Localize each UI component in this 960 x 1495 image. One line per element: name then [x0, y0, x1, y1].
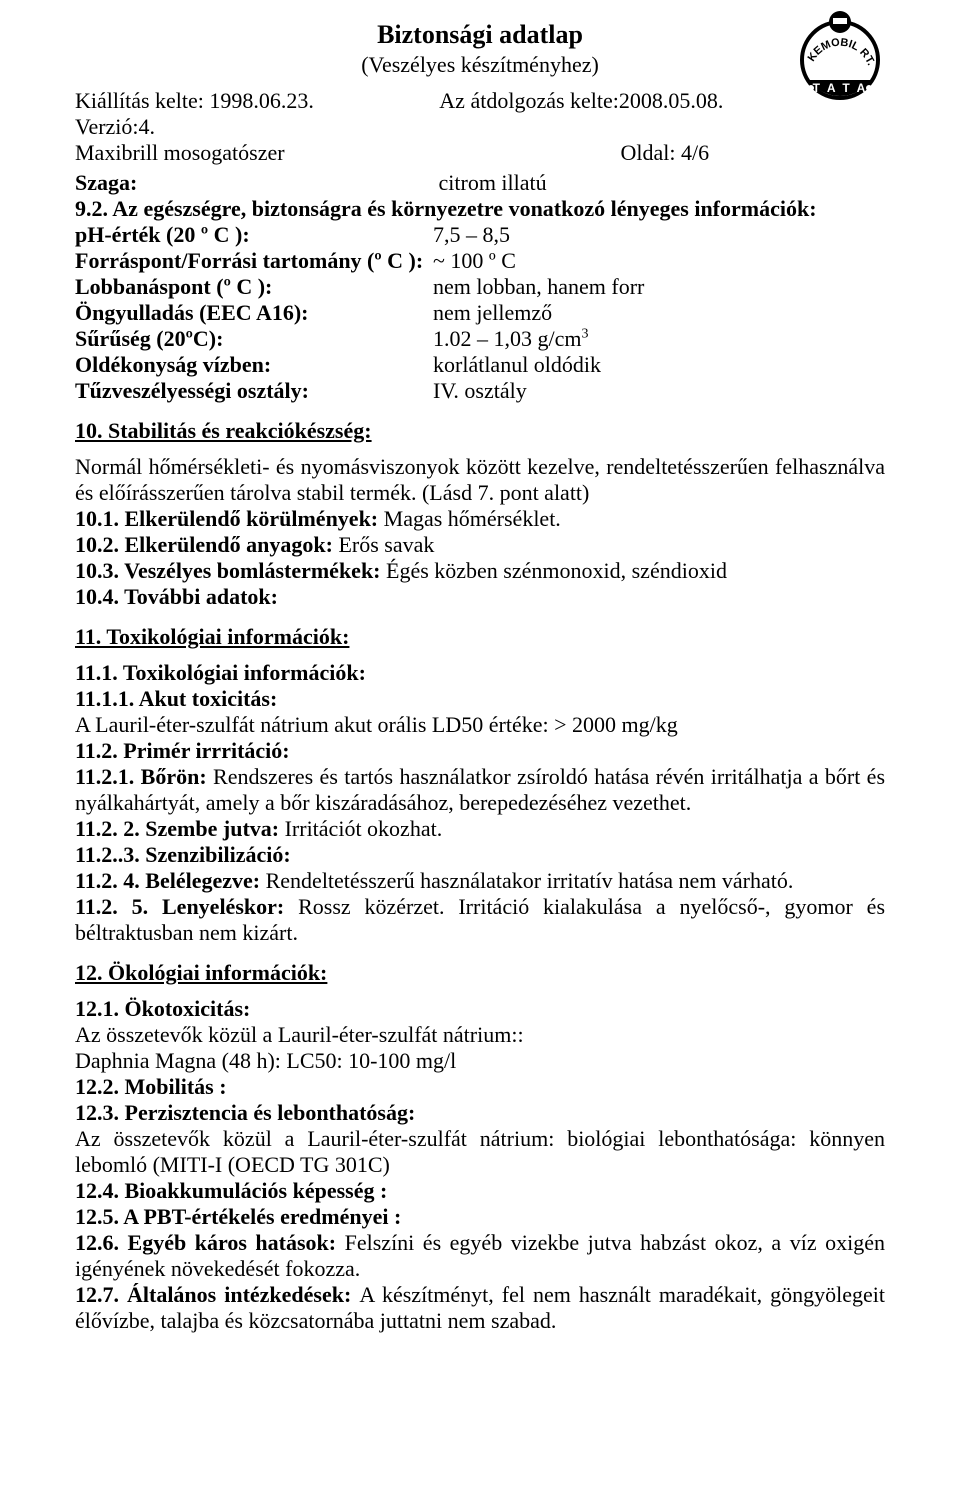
s12-8: 12.5. A PBT-értékelés eredményei :	[75, 1204, 885, 1230]
s12-10-b: 12.7. Általános intézkedések:	[75, 1282, 359, 1307]
s10-1-b: 10.1. Elkerülendő körülmények:	[75, 506, 384, 531]
s11-6: 11.2. 2. Szembe jutva: Irritációt okozha…	[75, 816, 885, 842]
s11-7: 11.2..3. Szenzibilizáció:	[75, 842, 885, 868]
odor-label: Szaga:	[75, 170, 433, 196]
prop-v-4: 1.02 – 1,03 g/cm3	[433, 326, 589, 352]
prop-k-4: Sűrűség (20ºC):	[75, 326, 433, 352]
s10-2-r: Erős savak	[338, 532, 434, 557]
product-name: Maxibrill mosogatószer	[75, 140, 615, 166]
prop-v-3: nem jellemző	[433, 300, 552, 326]
s11-9-b: 11.2. 5. Lenyeléskor:	[75, 894, 298, 919]
s11-6-b: 11.2. 2. Szembe jutva:	[75, 816, 285, 841]
s10-3-b: 10.3. Veszélyes bomlástermékek:	[75, 558, 386, 583]
prop-k-3: Öngyulladás (EEC A16):	[75, 300, 433, 326]
s11-3: A Lauril-éter-szulfát nátrium akut oráli…	[75, 712, 885, 738]
page-number: Oldal: 4/6	[621, 140, 710, 165]
prop-v-2: nem lobban, hanem forr	[433, 274, 644, 300]
prop-v-4-base: 1.02 – 1,03 g/cm	[433, 326, 582, 351]
prop-k-0: pH-érték (20 º C ):	[75, 222, 433, 248]
prop-k-2: Lobbanáspont (º C ):	[75, 274, 433, 300]
section-10-4: 10.4. További adatok:	[75, 584, 885, 610]
odor-value: citrom illatú	[439, 170, 547, 196]
doc-subtitle: (Veszélyes készítményhez)	[75, 52, 885, 78]
prop-k-6: Tűzveszélyességi osztály:	[75, 378, 433, 404]
section-9-2-heading: 9.2. Az egészségre, biztonságra és körny…	[75, 196, 885, 222]
section-10-3: 10.3. Veszélyes bomlástermékek: Égés köz…	[75, 558, 885, 584]
revised-date: Az átdolgozás kelte:2008.05.08.	[439, 88, 723, 113]
s11-8-b: 11.2. 4. Belélegezve:	[75, 868, 266, 893]
s11-8: 11.2. 4. Belélegezve: Rendeltetésszerű h…	[75, 868, 885, 894]
prop-v-0: 7,5 – 8,5	[433, 222, 510, 248]
s12-9-b: 12.6. Egyéb káros hatások:	[75, 1230, 345, 1255]
section-10-intro: Normál hőmérsékleti- és nyomásviszonyok …	[75, 454, 885, 506]
svg-text:KEMOBIL RT.: KEMOBIL RT.	[806, 36, 877, 67]
prop-v-6: IV. osztály	[433, 378, 527, 404]
odor-row: Szaga: citrom illatú	[75, 170, 885, 196]
s11-5: 11.2.1. Bőrön: Rendszeres és tartós hasz…	[75, 764, 885, 816]
section-11-heading: 11. Toxikológiai információk:	[75, 624, 885, 650]
s10-2-b: 10.2. Elkerülendő anyagok:	[75, 532, 338, 557]
s10-1-r: Magas hőmérséklet.	[384, 506, 561, 531]
meta-dates: Kiállítás kelte: 1998.06.23. Az átdolgoz…	[75, 88, 885, 114]
issued-date: Kiállítás kelte: 1998.06.23.	[75, 88, 435, 114]
section-10-1: 10.1. Elkerülendő körülmények: Magas hőm…	[75, 506, 885, 532]
document-page: KEMOBIL RT. T A T A Biztonsági adatlap (…	[0, 0, 960, 1374]
s12-5: 12.3. Perzisztencia és lebonthatóság:	[75, 1100, 885, 1126]
section-12-heading: 12. Ökológiai információk:	[75, 960, 885, 986]
prop-k-1: Forráspont/Forrási tartomány (º C ):	[75, 248, 433, 274]
prop-v-5: korlátlanul oldódik	[433, 352, 601, 378]
s12-10: 12.7. Általános intézkedések: A készítmé…	[75, 1282, 885, 1334]
prop-v-1: ~ 100 º C	[433, 248, 516, 274]
section-10-heading: 10. Stabilitás és reakciókészség:	[75, 418, 885, 444]
s11-9: 11.2. 5. Lenyeléskor: Rossz közérzet. Ir…	[75, 894, 885, 946]
product-row: Maxibrill mosogatószer Oldal: 4/6	[75, 140, 885, 166]
s12-3: Daphnia Magna (48 h): LC50: 10-100 mg/l	[75, 1048, 885, 1074]
properties-table: pH-érték (20 º C ):7,5 – 8,5 Forráspont/…	[75, 222, 885, 404]
s11-8-r: Rendeltetésszerű használatakor irritatív…	[266, 868, 794, 893]
s11-4: 11.2. Primér irrritáció:	[75, 738, 885, 764]
s11-6-r: Irritációt okozhat.	[285, 816, 443, 841]
s12-4: 12.2. Mobilitás :	[75, 1074, 885, 1100]
s12-6: Az összetevők közül a Lauril-éter-szulfá…	[75, 1126, 885, 1178]
prop-k-5: Oldékonyság vízben:	[75, 352, 433, 378]
svg-text:T A T A: T A T A	[813, 81, 868, 95]
s11-5-b: 11.2.1. Bőrön:	[75, 764, 213, 789]
meta-version: Verzió:4.	[75, 114, 885, 140]
s11-2: 11.1.1. Akut toxicitás:	[75, 686, 885, 712]
doc-title: Biztonsági adatlap	[75, 20, 885, 50]
prop-v-4-sup: 3	[582, 327, 589, 342]
s12-7: 12.4. Bioakkumulációs képesség :	[75, 1178, 885, 1204]
section-10-2: 10.2. Elkerülendő anyagok: Erős savak	[75, 532, 885, 558]
s12-2: Az összetevők közül a Lauril-éter-szulfá…	[75, 1022, 885, 1048]
s11-1: 11.1. Toxikológiai információk:	[75, 660, 885, 686]
company-logo: KEMOBIL RT. T A T A	[795, 10, 885, 105]
s10-3-r: Égés közben szénmonoxid, széndioxid	[386, 558, 727, 583]
s12-9: 12.6. Egyéb káros hatások: Felszíni és e…	[75, 1230, 885, 1282]
s12-1: 12.1. Ökotoxicitás:	[75, 996, 885, 1022]
